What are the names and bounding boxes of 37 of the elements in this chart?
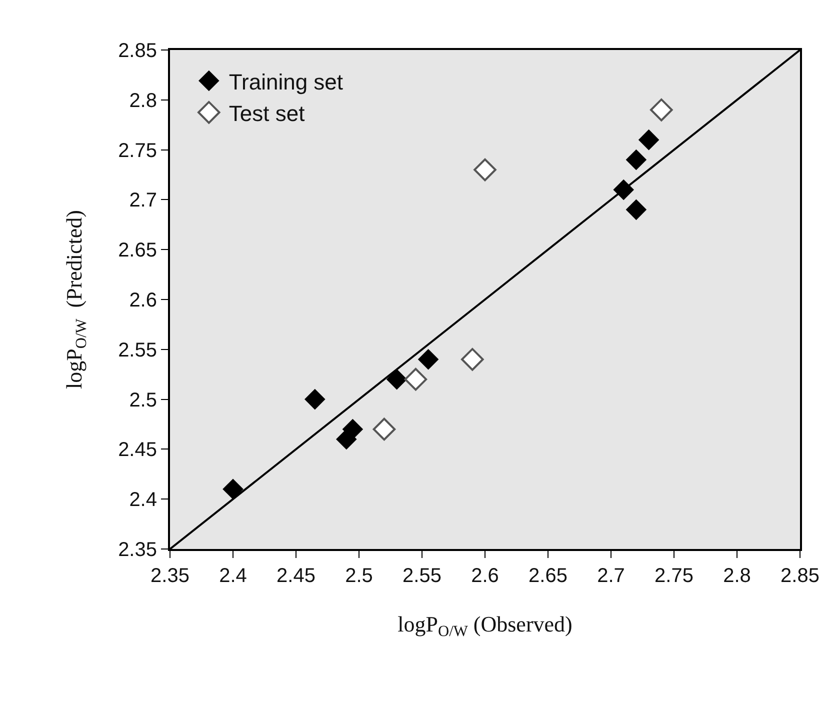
x-tick-label: 2.7 xyxy=(597,565,625,587)
y-tick-label: 2.75 xyxy=(118,140,157,162)
x-tick-label: 2.5 xyxy=(345,565,373,587)
y-tick-label: 2.4 xyxy=(129,489,157,512)
legend-label: Training set xyxy=(228,69,344,94)
y-tick-label: 2.8 xyxy=(129,90,157,112)
point xyxy=(304,388,326,410)
legend-label: Test set xyxy=(228,100,305,126)
y-tick-label: 2.55 xyxy=(118,339,157,362)
x-tick-label: 2.45 xyxy=(276,565,316,587)
point xyxy=(650,98,673,122)
x-tick-label: 2.55 xyxy=(402,565,442,587)
y-tick-label: 2.7 xyxy=(129,190,157,212)
point xyxy=(626,199,647,220)
point xyxy=(222,478,244,500)
point xyxy=(474,158,496,182)
y-tick-label: 2.85 xyxy=(118,40,157,62)
point xyxy=(386,368,408,390)
point xyxy=(461,348,484,371)
x-axis-title: logP$_{O/W}$ (Observed) xyxy=(398,611,572,640)
x-tick-label: 2.4 xyxy=(219,565,247,587)
point xyxy=(626,149,647,170)
point xyxy=(638,129,660,150)
y-tick-label: 2.5 xyxy=(129,389,157,412)
x-tick-label: 2.8 xyxy=(723,565,751,587)
y-tick-label: 2.6 xyxy=(129,290,157,312)
y-tick-label: 2.45 xyxy=(118,439,157,462)
y-tick-label: 2.35 xyxy=(118,539,157,561)
point xyxy=(372,418,396,441)
x-tick-label: 2.35 xyxy=(150,565,190,587)
x-tick-label: 2.75 xyxy=(654,565,694,587)
x-tick-label: 2.65 xyxy=(528,565,568,587)
point xyxy=(404,368,428,391)
point xyxy=(418,348,439,370)
x-tick-label: 2.6 xyxy=(471,565,499,587)
y-tick-label: 2.65 xyxy=(118,240,157,262)
x-tick-label: 2.85 xyxy=(780,565,820,587)
